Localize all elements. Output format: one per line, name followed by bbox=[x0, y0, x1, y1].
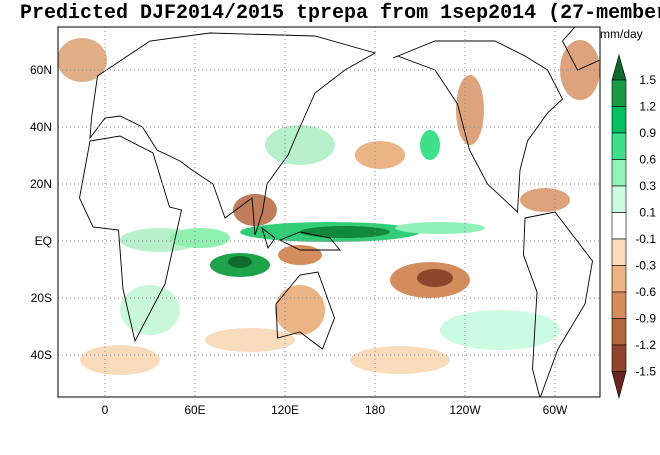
graticule bbox=[58, 27, 600, 397]
axis-labels: 60N 40N 20N EQ 20S 40S 0 60E 120E 180 120W 60W bbox=[30, 63, 568, 417]
colorbar-segment bbox=[611, 132, 627, 160]
colorbar-label: -0.9 bbox=[635, 312, 656, 326]
colorbar-segment bbox=[611, 291, 627, 319]
colorbar-unit: mm/day bbox=[600, 27, 643, 41]
latitude-label: 40S bbox=[31, 348, 52, 362]
colorbar-label: 1.5 bbox=[639, 73, 656, 87]
colorbar-segment bbox=[611, 106, 627, 134]
colorbar-arrow-top bbox=[611, 53, 627, 81]
colorbar-segment bbox=[611, 185, 627, 213]
colorbar-label: 0.1 bbox=[639, 206, 656, 220]
anomaly-fields bbox=[58, 38, 600, 375]
colorbar-label: -1.5 bbox=[635, 365, 656, 379]
colorbar-label: -1.2 bbox=[635, 338, 656, 352]
colorbar-segment bbox=[611, 212, 627, 240]
map-frame bbox=[57, 26, 601, 398]
title: Predicted DJF2014/2015 tprepa from 1sep2… bbox=[20, 2, 660, 25]
latitude-label: 20S bbox=[31, 291, 52, 305]
longitude-label: 0 bbox=[102, 403, 109, 417]
colorbar-segment bbox=[611, 159, 627, 187]
colorbar-segment bbox=[611, 344, 627, 372]
longitude-label: 60W bbox=[543, 403, 568, 417]
colorbar-label: -0.1 bbox=[635, 232, 656, 246]
longitude-label: 180 bbox=[365, 403, 385, 417]
colorbar-segment bbox=[611, 318, 627, 346]
colorbar-label: -0.3 bbox=[635, 259, 656, 273]
latitude-label: 20N bbox=[30, 177, 52, 191]
map-area bbox=[58, 27, 600, 397]
longitude-label: 120W bbox=[449, 403, 481, 417]
longitude-label: 60E bbox=[184, 403, 205, 417]
colorbar-segment bbox=[611, 265, 627, 293]
colorbar-label: 0.6 bbox=[639, 153, 656, 167]
colorbar-arrow-bottom bbox=[611, 371, 627, 400]
latitude-label: EQ bbox=[35, 234, 52, 248]
colorbar-label: -0.6 bbox=[635, 285, 656, 299]
colorbar: mm/day 1.5 1.2 0.9 0.6 0.3 0.1 -0.1 -0.3 -0.6 -0.… bbox=[600, 27, 656, 400]
longitude-label: 120E bbox=[271, 403, 299, 417]
colorbar-segment bbox=[611, 79, 627, 107]
colorbar-label: 0.9 bbox=[639, 126, 656, 140]
colorbar-label: 0.3 bbox=[639, 179, 656, 193]
latitude-label: 60N bbox=[30, 63, 52, 77]
colorbar-segment bbox=[611, 238, 627, 266]
colorbar-label: 1.2 bbox=[639, 100, 656, 114]
latitude-label: 40N bbox=[30, 120, 52, 134]
